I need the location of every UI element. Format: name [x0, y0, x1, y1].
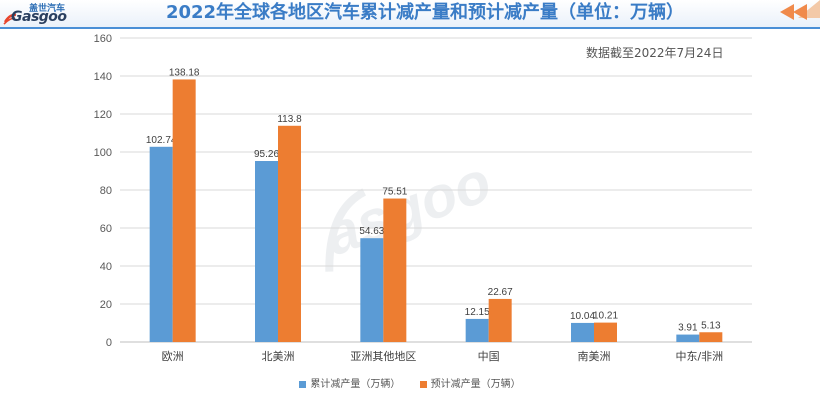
legend: 累计减产量（万辆） 预计减产量（万辆） — [0, 375, 820, 390]
title-rule — [0, 27, 820, 29]
y-tick-label: 20 — [100, 299, 112, 311]
legend-swatch-series-1 — [299, 380, 307, 388]
logo-swoosh-icon — [3, 13, 17, 25]
data-label: 113.8 — [277, 114, 302, 125]
y-tick-label: 0 — [106, 337, 112, 349]
data-label: 10.04 — [570, 311, 595, 322]
data-label: 10.21 — [593, 311, 618, 322]
legend-label-series-2: 预计减产量（万辆） — [430, 379, 521, 390]
bar — [571, 322, 594, 342]
data-label: 102.74 — [146, 135, 177, 146]
legend-swatch-series-2 — [419, 380, 427, 388]
bar — [594, 322, 617, 342]
data-label: 3.91 — [678, 323, 698, 334]
data-label: 138.18 — [169, 67, 200, 78]
title-bar — [0, 0, 820, 27]
bar — [488, 298, 512, 342]
double-chevron-left-icon — [780, 0, 820, 20]
gasgoo-logo: 盖世汽车 Gasgoo — [3, 0, 93, 30]
data-label: 95.26 — [254, 149, 279, 160]
bar — [360, 238, 384, 342]
logo-text-en: Gasgoo — [11, 9, 67, 25]
legend-item-series-1: 累计减产量（万辆） — [299, 375, 400, 390]
y-tick-label: 160 — [94, 33, 112, 45]
bar — [149, 146, 173, 342]
data-label: 12.15 — [465, 307, 490, 318]
bar — [465, 318, 489, 342]
bar — [255, 161, 278, 342]
y-tick-label: 80 — [100, 185, 112, 197]
bar — [676, 334, 700, 342]
x-tick-label: 亚洲其他地区 — [350, 350, 416, 363]
data-label: 5.13 — [701, 320, 721, 331]
data-label: 22.67 — [488, 287, 513, 298]
bar — [278, 125, 301, 342]
y-tick-label: 40 — [100, 261, 112, 273]
legend-item-series-2: 预计减产量（万辆） — [419, 375, 521, 390]
y-tick-label: 100 — [94, 147, 112, 159]
x-tick-label: 欧洲 — [162, 350, 184, 363]
data-label: 54.63 — [359, 226, 384, 237]
y-tick-label: 60 — [100, 223, 112, 235]
y-tick-label: 120 — [94, 109, 112, 121]
x-tick-label: 南美洲 — [578, 350, 611, 363]
logo-text-cn: 盖世汽车 — [29, 4, 66, 14]
data-date-note: 数据截至2022年7月24日 — [586, 46, 724, 60]
y-tick-label: 140 — [94, 71, 112, 83]
bar — [383, 198, 407, 342]
bar — [699, 332, 723, 342]
data-label: 75.51 — [382, 187, 407, 198]
x-tick-label: 北美洲 — [262, 350, 295, 363]
legend-label-series-1: 累计减产量（万辆） — [310, 379, 401, 390]
x-tick-label: 中东/非洲 — [675, 350, 723, 363]
gasgoo-watermark: asgoo — [316, 149, 499, 272]
chart-title: 2022年全球各地区汽车累计减产量和预计减产量（单位：万辆） — [165, 2, 685, 23]
x-tick-label: 中国 — [478, 350, 500, 363]
bar — [172, 79, 196, 342]
